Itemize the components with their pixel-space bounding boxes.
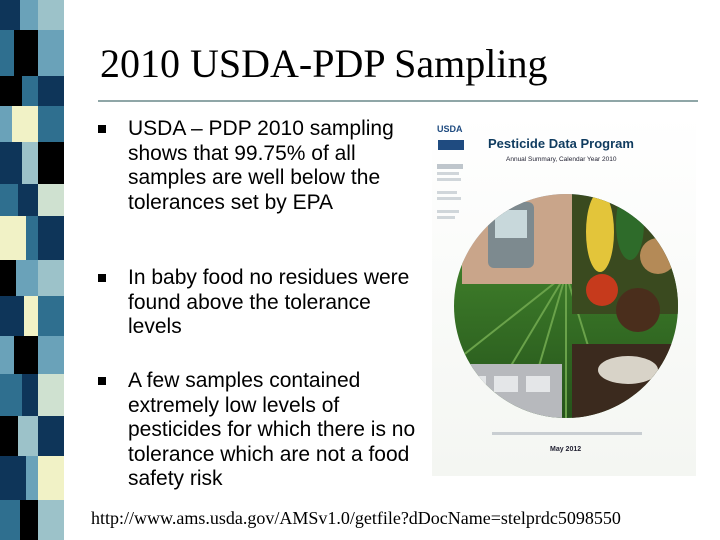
- report-title: Pesticide Data Program: [488, 136, 634, 151]
- agency-fine-print: [437, 164, 467, 219]
- square-bullet-icon: [98, 377, 106, 385]
- report-visit-line: [492, 432, 642, 435]
- usda-logo: USDA: [437, 124, 463, 134]
- usda-logo-bar: [438, 140, 464, 150]
- decorative-stripe: [0, 0, 64, 540]
- title-divider: [98, 100, 698, 102]
- slide-title: 2010 USDA-PDP Sampling: [100, 41, 548, 86]
- bullet-text: In baby food no residues were found abov…: [128, 266, 410, 338]
- square-bullet-icon: [98, 274, 106, 282]
- report-cover-image: USDA Pesticide Data Program Annual Summa…: [432, 114, 696, 476]
- bullet-text: A few samples contained extremely low le…: [128, 369, 416, 490]
- source-url[interactable]: http://www.ams.usda.gov/AMSv1.0/getfile?…: [91, 508, 621, 528]
- report-photo-collage: [454, 194, 678, 418]
- square-bullet-icon: [98, 125, 106, 133]
- bullet-text: USDA – PDP 2010 sampling shows that 99.7…: [128, 117, 394, 214]
- report-subtitle: Annual Summary, Calendar Year 2010: [506, 156, 617, 163]
- report-date: May 2012: [550, 446, 582, 453]
